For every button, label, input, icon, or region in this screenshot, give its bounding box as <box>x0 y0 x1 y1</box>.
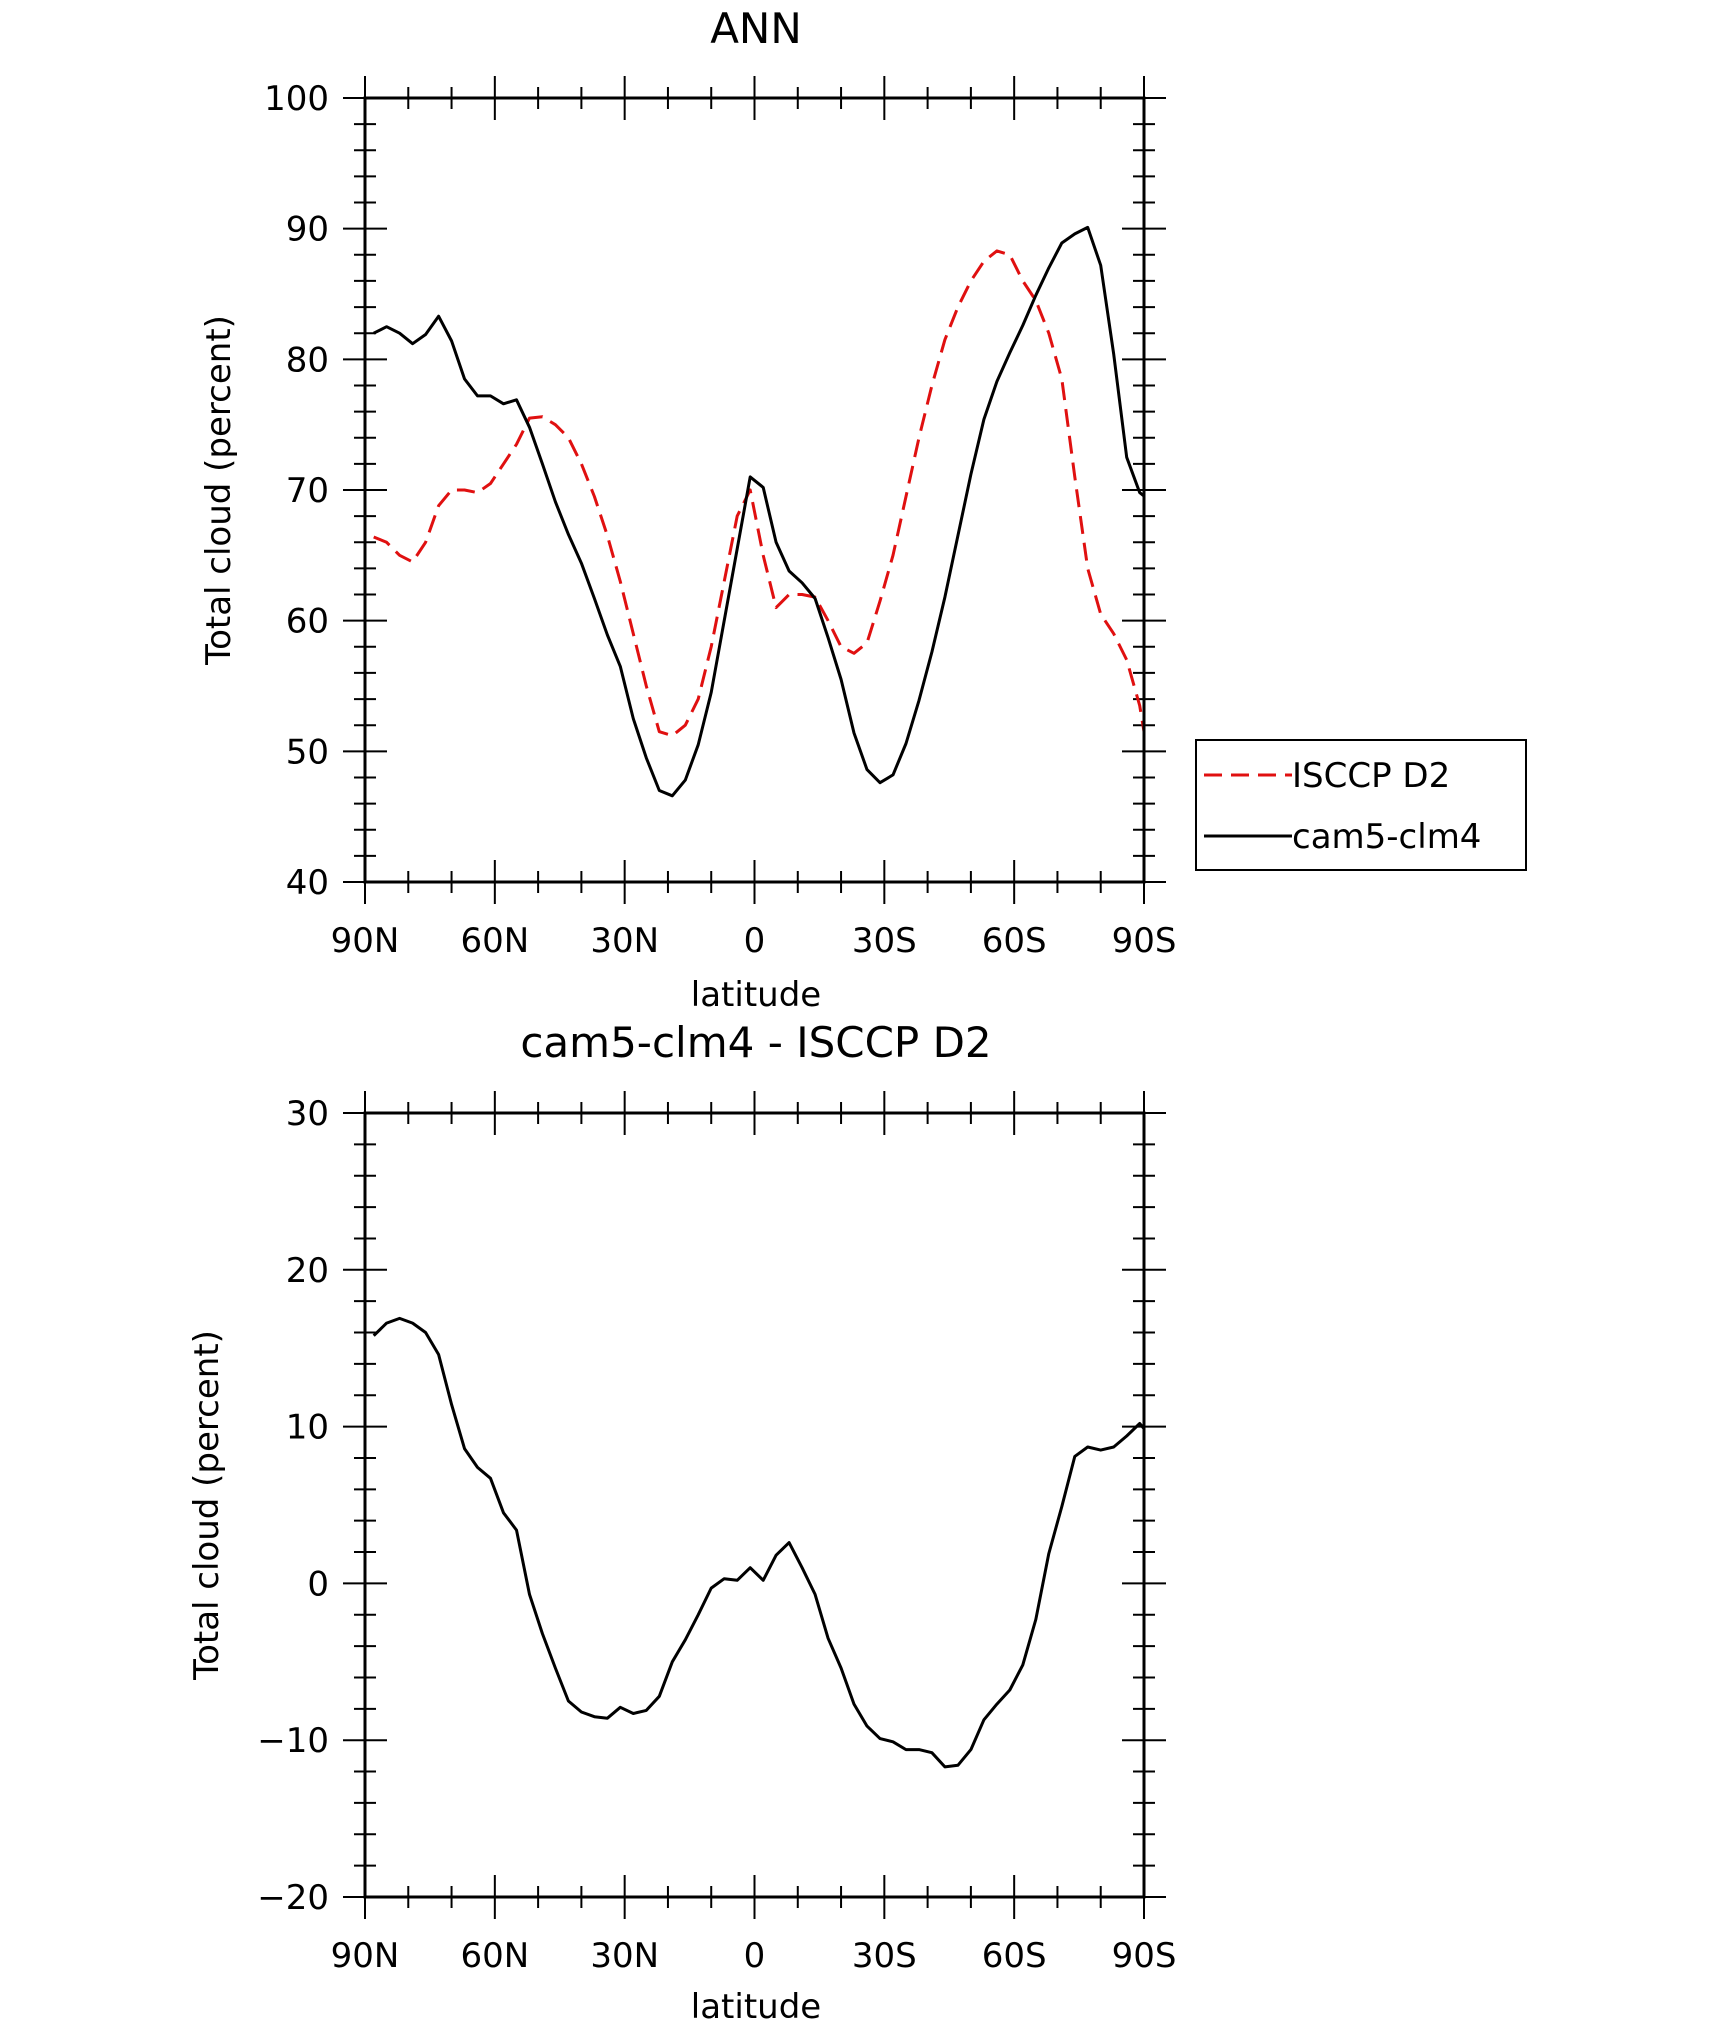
chart-title: cam5-clm4 - ISCCP D2 <box>520 1018 991 1067</box>
chart-title: ANN <box>710 4 802 53</box>
y-axis-label: Total cloud (percent) <box>187 1330 227 1681</box>
panel-zonal-mean: ANN 40 50 60 70 80 90 100 90N 60N 30N 0 30S 60S 90S T… <box>199 4 1527 1015</box>
x-tick-label: 30N <box>590 921 659 961</box>
y-tick-label: 100 <box>264 79 329 119</box>
x-tick-label: 0 <box>744 921 766 961</box>
y-tick-label: 30 <box>286 1094 329 1134</box>
panel-difference: cam5-clm4 - ISCCP D2 −20 −10 0 10 20 30 90N 60N… <box>187 1018 1176 2021</box>
series-layer <box>373 225 1144 798</box>
plot-frame <box>363 96 1146 884</box>
legend-label-isccp: ISCCP D2 <box>1292 756 1450 796</box>
y-tick-label: 70 <box>286 471 329 511</box>
x-tick-label: 90S <box>1112 921 1177 961</box>
x-tick-label: 60S <box>982 921 1047 961</box>
x-tick-label: 90S <box>1112 1936 1177 1976</box>
legend-label-cam5: cam5-clm4 <box>1292 817 1481 857</box>
x-tick-label: 90N <box>331 1936 400 1976</box>
y-tick-label: 10 <box>286 1408 329 1448</box>
x-tick-label: 60S <box>982 1936 1047 1976</box>
y-tick-label: 50 <box>286 732 329 772</box>
series-line-series-0 <box>372 1316 1144 1769</box>
x-tick-label: 0 <box>744 1936 766 1976</box>
x-tick-label: 30N <box>590 1936 659 1976</box>
series-line-cam5-clm4 <box>373 225 1144 798</box>
y-tick-label: −10 <box>257 1721 329 1761</box>
y-tick-label: 20 <box>286 1251 329 1291</box>
series-layer <box>372 1316 1144 1769</box>
x-tick-label: 60N <box>460 1936 529 1976</box>
legend-box <box>1195 739 1527 871</box>
gridless-ticks: 40 50 60 70 80 90 100 90N 60N 30N 0 30S 60S 90S <box>264 76 1176 961</box>
y-tick-label: −20 <box>257 1878 329 1918</box>
y-tick-label: 60 <box>286 602 329 642</box>
gridless-ticks: −20 −10 0 10 20 30 90N 60N 30N 0 30S 60S 90S <box>257 1091 1176 1976</box>
x-axis-label: latitude <box>691 1987 821 2021</box>
y-tick-label: 0 <box>307 1564 329 1604</box>
x-axis-label: latitude <box>691 975 821 1015</box>
y-axis-label: Total cloud (percent) <box>199 315 239 666</box>
series-line-isccp-d2 <box>373 249 1144 741</box>
x-tick-label: 60N <box>460 921 529 961</box>
x-tick-label: 90N <box>331 921 400 961</box>
y-tick-label: 80 <box>286 340 329 380</box>
legend: ISCCP D2 cam5-clm4 <box>1195 739 1527 871</box>
x-tick-label: 30S <box>852 921 917 961</box>
plot-frame <box>363 1111 1146 1899</box>
y-tick-label: 40 <box>286 863 329 903</box>
x-tick-label: 30S <box>852 1936 917 1976</box>
y-tick-label: 90 <box>286 210 329 250</box>
